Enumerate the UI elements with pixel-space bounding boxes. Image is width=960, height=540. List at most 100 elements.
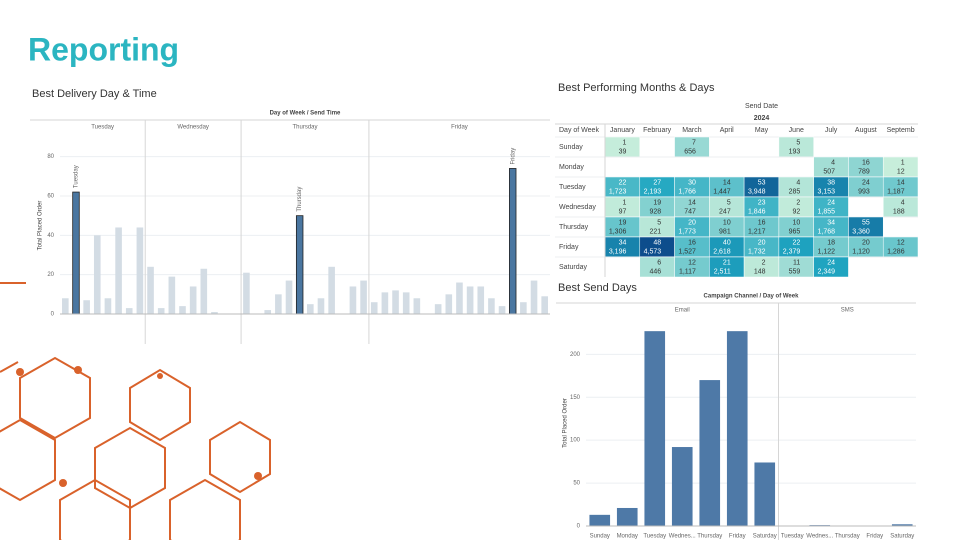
cell-value: 188 bbox=[893, 208, 905, 215]
cell-count: 21 bbox=[723, 259, 731, 266]
y-axis-label: Total Placed Order bbox=[563, 398, 569, 448]
cell-value: 2,193 bbox=[644, 188, 662, 195]
column-label: August bbox=[855, 127, 877, 134]
row-label: Saturday bbox=[559, 264, 588, 271]
bar bbox=[466, 286, 474, 314]
cell-value: 1,120 bbox=[852, 248, 870, 255]
cell-value: 1,447 bbox=[713, 188, 731, 195]
cell-value: 3,948 bbox=[748, 188, 766, 195]
x-tick-label: Tuesday bbox=[643, 534, 666, 540]
cell-count: 38 bbox=[827, 179, 835, 186]
bar bbox=[445, 294, 453, 314]
row-header: Day of Week bbox=[559, 127, 599, 134]
cell-count: 6 bbox=[657, 259, 661, 266]
cell-value: 92 bbox=[792, 208, 800, 215]
bar bbox=[275, 294, 282, 314]
bar bbox=[62, 298, 69, 314]
cell-count: 34 bbox=[827, 219, 835, 226]
cell-value: 1,773 bbox=[678, 228, 696, 235]
bar bbox=[317, 298, 325, 314]
cell-count: 24 bbox=[862, 179, 870, 186]
panel-label: Wednesday bbox=[177, 125, 209, 131]
cell-value: 193 bbox=[789, 148, 801, 155]
bar bbox=[456, 282, 463, 314]
bar-label: Tuesday bbox=[74, 165, 80, 188]
cell-value: 97 bbox=[619, 208, 627, 215]
cell-count: 19 bbox=[619, 219, 627, 226]
cell-value: 928 bbox=[649, 208, 661, 215]
cell-count: 55 bbox=[862, 219, 870, 226]
cell-value: 1,732 bbox=[748, 248, 766, 255]
cell-count: 27 bbox=[653, 179, 661, 186]
x-tick-label: Thursday bbox=[835, 534, 860, 540]
cell-count: 10 bbox=[792, 219, 800, 226]
y-tick-label: 200 bbox=[570, 352, 581, 358]
cell-count: 24 bbox=[827, 259, 835, 266]
cell-count: 22 bbox=[792, 239, 800, 246]
row-label: Wednesday bbox=[559, 204, 596, 211]
y-tick-label: 40 bbox=[47, 233, 54, 239]
cell-value: 1,527 bbox=[678, 248, 696, 255]
cell-count: 20 bbox=[688, 219, 696, 226]
cell-count: 30 bbox=[688, 179, 696, 186]
bar bbox=[243, 272, 250, 314]
panel-label: SMS bbox=[841, 308, 854, 314]
cell-count: 16 bbox=[862, 159, 870, 166]
cell-value: 3,153 bbox=[818, 188, 836, 195]
cell-count: 5 bbox=[657, 219, 661, 226]
cell-count: 4 bbox=[831, 159, 835, 166]
cell-count: 19 bbox=[653, 199, 661, 206]
cell-count: 4 bbox=[796, 179, 800, 186]
bar bbox=[392, 290, 399, 314]
y-tick-label: 0 bbox=[51, 312, 55, 318]
chart-header: Send Date bbox=[745, 103, 778, 110]
cell-value: 1,217 bbox=[748, 228, 766, 235]
bar bbox=[488, 298, 495, 314]
cell-count: 14 bbox=[688, 199, 696, 206]
chart-header: Campaign Channel / Day of Week bbox=[704, 294, 800, 300]
cell-value: 559 bbox=[789, 268, 801, 275]
bar bbox=[83, 300, 90, 314]
cell-count: 20 bbox=[758, 239, 766, 246]
bar bbox=[530, 280, 538, 314]
cell-value: 656 bbox=[684, 148, 696, 155]
cell-count: 1 bbox=[622, 199, 626, 206]
row-label: Sunday bbox=[559, 144, 583, 151]
cell-count: 4 bbox=[901, 199, 905, 206]
bar bbox=[644, 331, 666, 526]
cell-value: 1,846 bbox=[748, 208, 766, 215]
cell-value: 2,349 bbox=[818, 268, 836, 275]
bar bbox=[477, 286, 485, 314]
panel-label: Email bbox=[675, 308, 690, 314]
cell-value: 3,360 bbox=[852, 228, 870, 235]
page-title: Reporting bbox=[28, 31, 179, 67]
cell-value: 1,187 bbox=[887, 188, 905, 195]
bar bbox=[349, 286, 357, 314]
cell-count: 14 bbox=[897, 179, 905, 186]
bar bbox=[295, 215, 304, 315]
bar bbox=[328, 266, 335, 314]
bar bbox=[72, 191, 80, 315]
cell-count: 16 bbox=[688, 239, 696, 246]
x-tick-label: Sunday bbox=[590, 534, 610, 540]
bar bbox=[616, 507, 638, 526]
cell-value: 2,379 bbox=[783, 248, 801, 255]
bar bbox=[211, 312, 218, 314]
bar bbox=[726, 331, 748, 526]
cell-count: 12 bbox=[897, 239, 905, 246]
cell-value: 981 bbox=[719, 228, 731, 235]
y-tick-label: 20 bbox=[47, 272, 54, 278]
x-tick-label: Friday bbox=[729, 534, 746, 540]
bar bbox=[200, 268, 208, 314]
cell-value: 3,196 bbox=[609, 248, 627, 255]
chart-title: Best Send Days bbox=[558, 282, 637, 294]
bar-label: Friday bbox=[510, 148, 516, 165]
cell-count: 18 bbox=[827, 239, 835, 246]
bar bbox=[147, 266, 154, 314]
cell-value: 148 bbox=[754, 268, 766, 275]
y-tick-label: 100 bbox=[570, 438, 581, 444]
cell-count: 20 bbox=[862, 239, 870, 246]
bar bbox=[157, 308, 165, 314]
y-tick-label: 0 bbox=[577, 524, 581, 530]
cell-count: 10 bbox=[723, 219, 731, 226]
